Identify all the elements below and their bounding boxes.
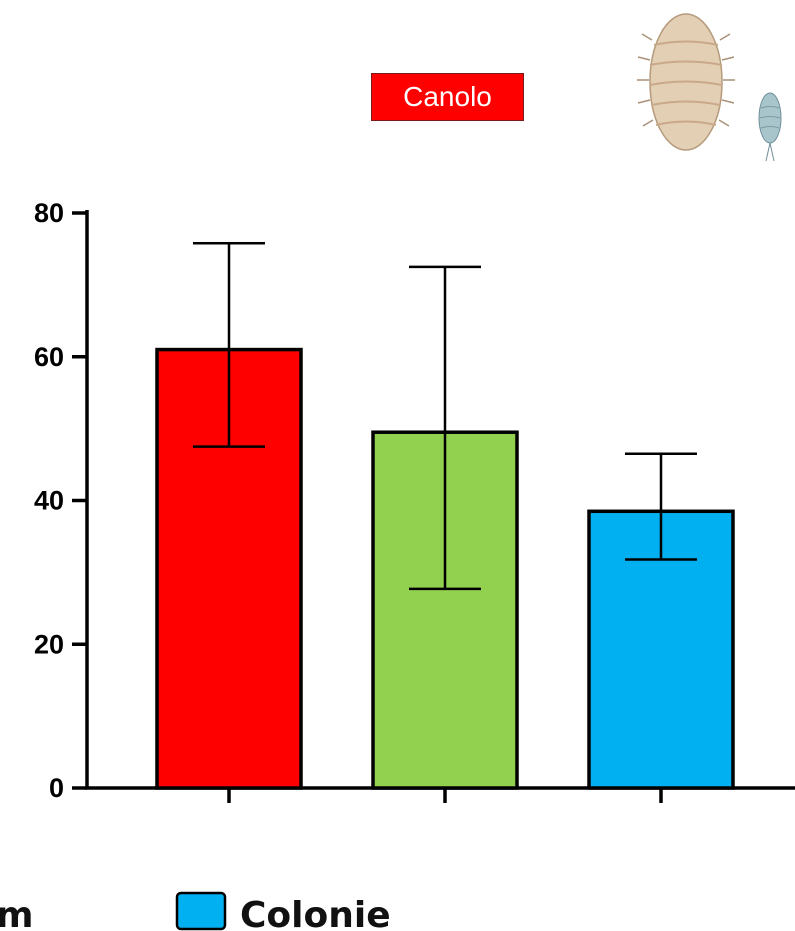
mealybug-icon xyxy=(637,13,735,151)
y-tick-label: 60 xyxy=(34,342,64,372)
y-tick-label: 40 xyxy=(34,486,64,516)
canolo-tag: Canolo xyxy=(371,73,524,121)
y-tick-label: 80 xyxy=(34,198,64,228)
y-tick-label: 20 xyxy=(34,629,64,659)
mealybug-small-icon xyxy=(758,92,782,162)
y-tick-label: 0 xyxy=(49,773,64,803)
legend-swatch-colonie xyxy=(175,891,227,931)
legend-label-colonie: Colonie xyxy=(240,895,391,931)
legend: m Colonie xyxy=(0,891,391,931)
legend-label-m: m xyxy=(0,895,34,931)
